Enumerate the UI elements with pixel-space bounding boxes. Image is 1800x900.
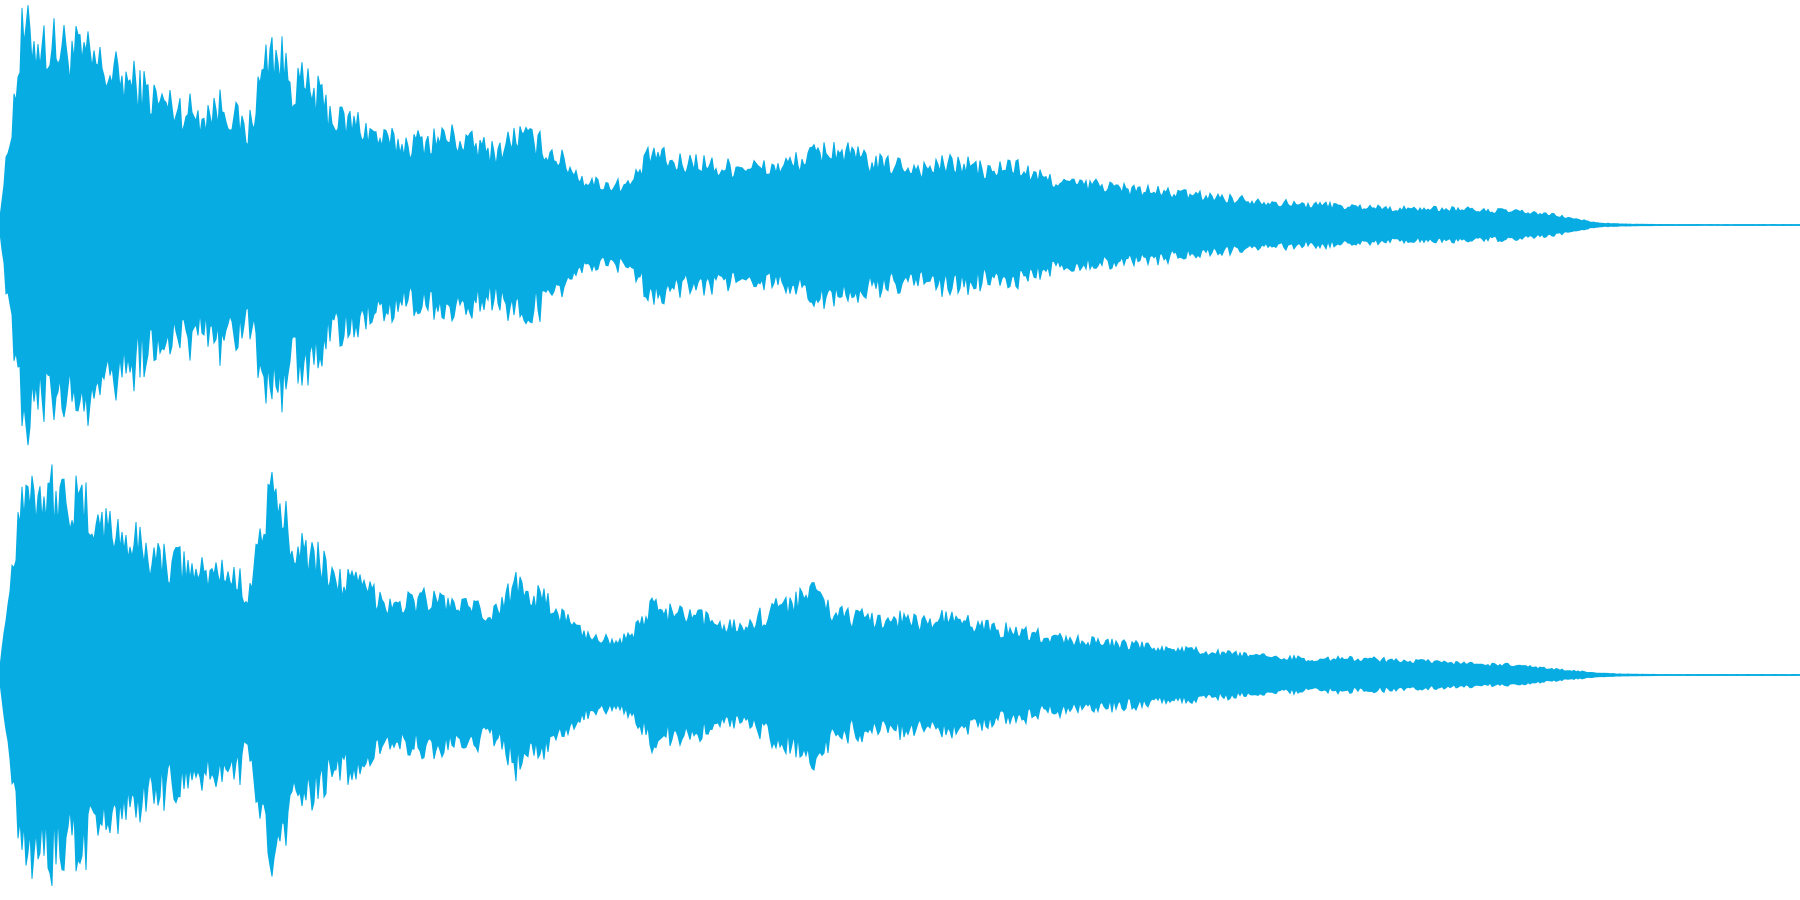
waveform-bottom-svg	[0, 464, 1800, 886]
waveform-top-svg	[0, 5, 1800, 446]
waveform-channel-top	[0, 5, 1800, 446]
waveform-channel-bottom	[0, 450, 1800, 900]
